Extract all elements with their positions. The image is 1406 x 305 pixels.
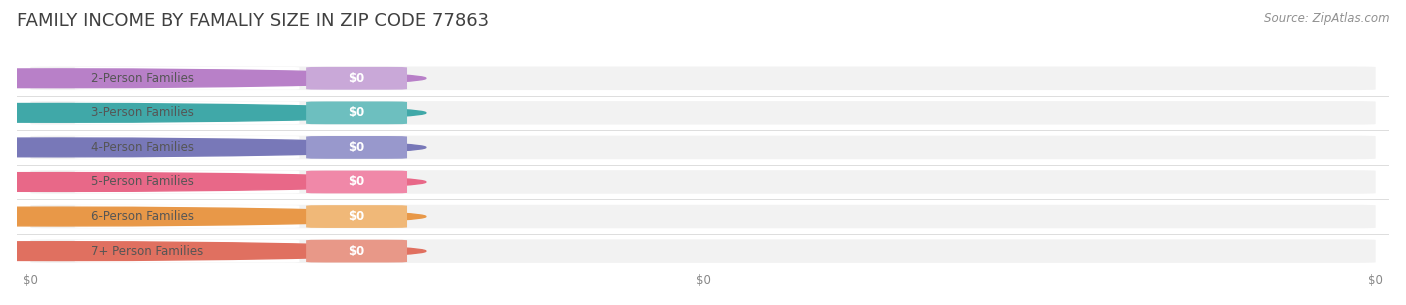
Text: FAMILY INCOME BY FAMALIY SIZE IN ZIP CODE 77863: FAMILY INCOME BY FAMALIY SIZE IN ZIP COD… <box>17 12 489 30</box>
Text: $0: $0 <box>349 141 364 154</box>
Circle shape <box>0 103 426 122</box>
FancyBboxPatch shape <box>307 102 406 124</box>
Text: 3-Person Families: 3-Person Families <box>91 106 194 119</box>
FancyBboxPatch shape <box>31 136 1375 159</box>
Text: $0: $0 <box>349 175 364 188</box>
FancyBboxPatch shape <box>307 136 406 159</box>
Circle shape <box>0 138 426 157</box>
Circle shape <box>0 69 426 88</box>
FancyBboxPatch shape <box>75 205 299 228</box>
FancyBboxPatch shape <box>307 240 406 263</box>
FancyBboxPatch shape <box>31 101 1375 125</box>
Circle shape <box>0 242 426 260</box>
Text: 4-Person Families: 4-Person Families <box>91 141 194 154</box>
Text: 5-Person Families: 5-Person Families <box>91 175 194 188</box>
Text: $0: $0 <box>349 245 364 258</box>
FancyBboxPatch shape <box>75 136 299 159</box>
FancyBboxPatch shape <box>31 205 1375 228</box>
FancyBboxPatch shape <box>31 170 1375 194</box>
FancyBboxPatch shape <box>307 205 406 228</box>
FancyBboxPatch shape <box>31 239 1375 263</box>
Text: 7+ Person Families: 7+ Person Families <box>91 245 202 258</box>
Text: 6-Person Families: 6-Person Families <box>91 210 194 223</box>
FancyBboxPatch shape <box>31 66 1375 90</box>
Text: $0: $0 <box>349 72 364 85</box>
FancyBboxPatch shape <box>75 170 299 193</box>
FancyBboxPatch shape <box>307 67 406 90</box>
FancyBboxPatch shape <box>75 240 299 263</box>
Text: $0: $0 <box>349 106 364 119</box>
Text: Source: ZipAtlas.com: Source: ZipAtlas.com <box>1264 12 1389 25</box>
Circle shape <box>0 207 426 226</box>
FancyBboxPatch shape <box>75 67 299 90</box>
FancyBboxPatch shape <box>75 102 299 124</box>
Text: 2-Person Families: 2-Person Families <box>91 72 194 85</box>
FancyBboxPatch shape <box>307 170 406 193</box>
Circle shape <box>0 173 426 191</box>
Text: $0: $0 <box>349 210 364 223</box>
